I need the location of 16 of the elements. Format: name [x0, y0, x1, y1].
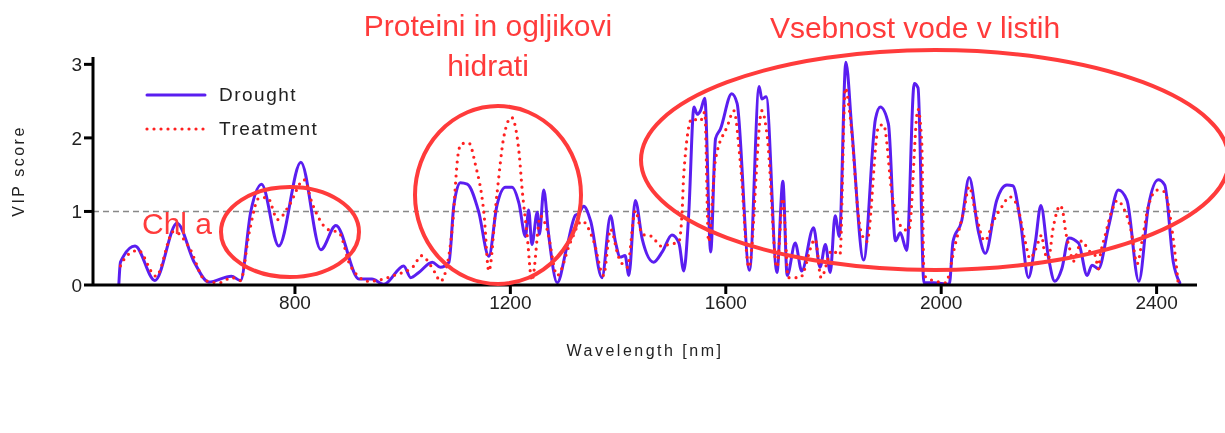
- legend-label: Drought: [219, 84, 298, 106]
- y-tick-label: 1: [71, 201, 82, 223]
- x-tick-label: 2400: [1135, 292, 1178, 314]
- annotation: Chl a: [140, 206, 213, 242]
- x-axis-title: Wavelength [nm]: [566, 342, 724, 360]
- y-tick-label: 3: [71, 54, 82, 76]
- legend-label: Treatment: [219, 118, 319, 140]
- annotation: Proteini in ogljikovi hidrati: [362, 8, 614, 84]
- x-tick-label: 2000: [920, 292, 963, 314]
- x-tick-label: 800: [279, 292, 311, 314]
- y-tick-label: 0: [71, 274, 82, 296]
- y-tick-label: 2: [71, 127, 82, 149]
- y-axis-title: VIP score: [9, 125, 27, 217]
- x-tick-label: 1200: [489, 292, 532, 314]
- x-tick-label: 1600: [704, 292, 747, 314]
- text: Vsebnost vode v listih: [768, 10, 1062, 46]
